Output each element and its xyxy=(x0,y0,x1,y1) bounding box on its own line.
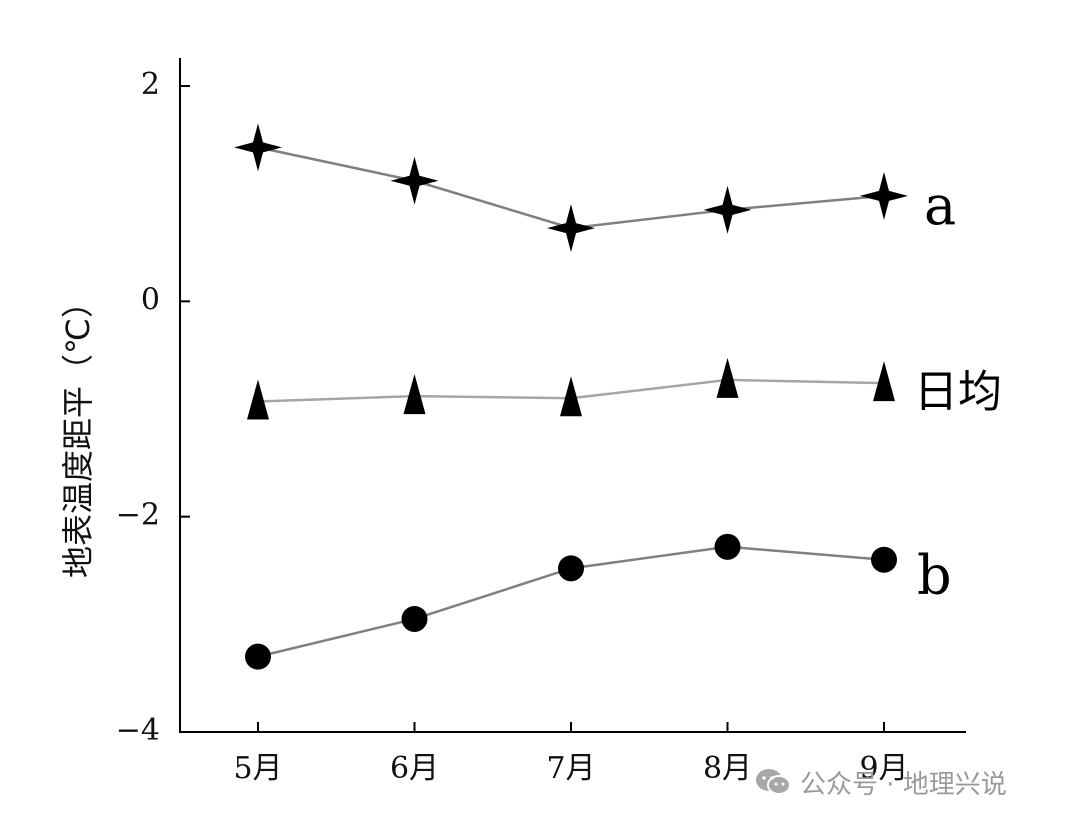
data-point xyxy=(547,204,595,253)
data-point xyxy=(860,171,908,220)
x-ticks: 5月 6月 7月 8月 9月 xyxy=(233,722,909,786)
y-tick-label: −4 xyxy=(116,713,160,748)
y-tick-label: 2 xyxy=(141,67,160,102)
x-tick-label: 6月 xyxy=(390,751,439,786)
data-point xyxy=(558,555,584,582)
data-point xyxy=(403,374,426,415)
x-tick-label: 8月 xyxy=(703,751,752,786)
series-label-日均: 日均 xyxy=(914,367,1002,418)
wechat-icon xyxy=(756,769,791,795)
data-point xyxy=(873,361,895,402)
axes xyxy=(179,58,966,733)
watermark-text: 公众号 · 地理兴说 xyxy=(800,769,1007,800)
series-label-a: a xyxy=(924,174,956,237)
y-ticks: 2 0 −2 −4 xyxy=(116,67,190,748)
data-point xyxy=(560,376,582,417)
data-point xyxy=(714,533,741,560)
x-tick-label: 5月 xyxy=(233,751,282,786)
data-point xyxy=(234,123,282,172)
series-label-b: b xyxy=(917,544,952,607)
data-point xyxy=(703,185,752,234)
data-point xyxy=(716,357,739,398)
data-point xyxy=(247,379,269,420)
data-point xyxy=(245,643,271,670)
data-point xyxy=(871,546,897,573)
x-tick-label: 9月 xyxy=(859,751,908,786)
series-markers xyxy=(234,123,908,670)
series-labels: a 日均 b xyxy=(914,174,1002,607)
data-point xyxy=(390,156,439,205)
data-point xyxy=(401,605,428,632)
y-tick-label: −2 xyxy=(116,498,160,533)
y-axis-label: 地表温度距平（℃） xyxy=(59,286,97,578)
x-tick-label: 7月 xyxy=(546,751,595,786)
y-tick-label: 0 xyxy=(141,282,160,317)
watermark: 公众号 · 地理兴说 xyxy=(754,762,1007,802)
